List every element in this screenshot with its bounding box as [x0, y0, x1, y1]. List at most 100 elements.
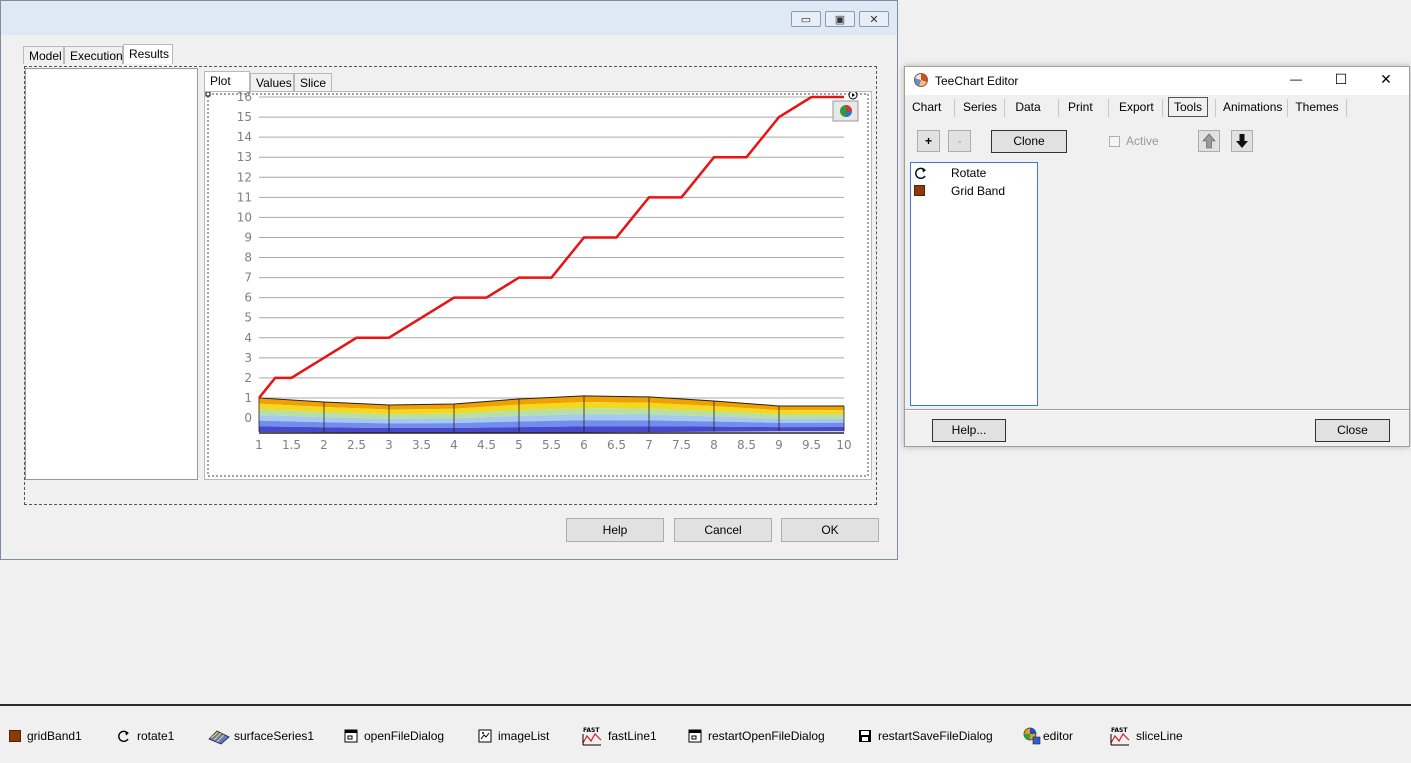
teechart-editor-window: TeeChart Editor — ☐ ✕ Chart Series Data …	[904, 66, 1410, 447]
editor-maximize-icon[interactable]: ☐	[1334, 71, 1348, 87]
editor-minimize-icon[interactable]: —	[1290, 72, 1302, 86]
chart-scroll-arrow[interactable]	[848, 92, 858, 100]
tab-slice[interactable]: Slice	[294, 73, 332, 91]
x-tick-label: 5	[515, 438, 523, 452]
fast-line-icon: FAST	[582, 727, 602, 746]
tab-separator	[1108, 99, 1109, 117]
add-tool-button[interactable]: +	[917, 130, 940, 152]
y-tick-label: 1	[244, 391, 252, 405]
y-tick-label: 12	[237, 170, 252, 184]
tab-separator	[1215, 99, 1216, 117]
y-tick-label: 6	[244, 291, 252, 305]
chart-resize-handle[interactable]	[205, 92, 211, 97]
x-tick-label: 3.5	[412, 438, 431, 452]
image-list-icon	[478, 729, 492, 743]
results-tree-panel[interactable]	[25, 68, 198, 480]
tray-item-rotate1[interactable]: rotate1	[117, 726, 174, 746]
x-tick-label: 10	[836, 438, 851, 452]
tray-item-surfaceseries1[interactable]: surfaceSeries1	[208, 726, 314, 746]
tray-item-restartsavefiledialog[interactable]: restartSaveFileDialog	[858, 726, 993, 746]
tab-results[interactable]: Results	[123, 44, 173, 64]
x-tick-label: 4.5	[477, 438, 496, 452]
surface-band	[259, 395, 844, 411]
tray-item-openfiledialog[interactable]: openFileDialog	[344, 726, 444, 746]
component-tray: gridBand1 rotate1 surfaceSeries1 openFil…	[0, 704, 1411, 763]
surface-band	[259, 420, 844, 429]
red-line-series	[258, 95, 844, 399]
x-tick-label: 3	[385, 438, 393, 452]
cancel-button[interactable]: Cancel	[674, 518, 772, 542]
x-tick-label: 2.5	[347, 438, 366, 452]
editor-tab-chart[interactable]: Chart	[912, 100, 942, 114]
move-up-button[interactable]	[1198, 130, 1220, 152]
editor-tab-print[interactable]: Print	[1068, 100, 1093, 114]
tab-separator	[954, 99, 955, 117]
restore-icon: ▣	[834, 13, 846, 26]
grid-band-icon	[914, 185, 925, 196]
tray-item-editor[interactable]: editor	[1023, 726, 1073, 746]
x-tick-label: 6	[580, 438, 588, 452]
move-down-button[interactable]	[1231, 130, 1253, 152]
y-tick-label: 9	[244, 230, 252, 244]
editor-tab-export[interactable]: Export	[1119, 100, 1154, 114]
tray-item-label: imageList	[498, 729, 550, 743]
surface-series-icon	[208, 730, 230, 745]
tool-label-grid-band: Grid Band	[951, 184, 1006, 198]
editor-tab-series[interactable]: Series	[963, 100, 998, 114]
tab-execution[interactable]: Execution	[64, 46, 123, 64]
editor-tab-data[interactable]: Data	[1015, 100, 1041, 114]
editor-tab-themes[interactable]: Themes	[1295, 100, 1339, 114]
tray-item-label: sliceLine	[1136, 729, 1183, 743]
y-tick-label: 3	[244, 351, 252, 365]
tray-item-gridband1[interactable]: gridBand1	[9, 726, 82, 746]
fast-badge: FAST	[1111, 727, 1128, 734]
ok-button[interactable]: OK	[781, 518, 879, 542]
list-item[interactable]: Rotate	[911, 164, 1037, 182]
active-checkbox[interactable]	[1109, 136, 1120, 147]
main-window: ▭ ▣ ✕ Model Execution Results Plot Value…	[0, 0, 898, 560]
tray-item-imagelist[interactable]: imageList	[478, 726, 549, 746]
y-tick-label: 0	[244, 411, 252, 425]
arrow-down-icon	[1236, 134, 1248, 148]
editor-close-icon[interactable]: ✕	[1380, 71, 1392, 87]
x-axis-labels: 1 1.5 2 2.5 3 3.5 4 4.5 5 5.5 6 6.5 7 7.5 8 8.5 9 9.5 10	[255, 438, 851, 452]
tools-list[interactable]: Rotate Grid Band	[910, 162, 1038, 406]
tool-label-rotate: Rotate	[951, 166, 987, 180]
help-button[interactable]: Help	[566, 518, 664, 542]
list-item[interactable]: Grid Band	[911, 182, 1037, 200]
surface-band	[259, 426, 844, 433]
editor-title: TeeChart Editor	[935, 74, 1019, 88]
tab-model[interactable]: Model	[23, 46, 64, 64]
x-tick-label: 4	[450, 438, 458, 452]
editor-tab-animations[interactable]: Animations	[1223, 100, 1283, 114]
x-tick-label: 7	[645, 438, 653, 452]
chart-toolbar-button[interactable]	[832, 100, 859, 122]
teechart-logo-icon	[914, 73, 928, 87]
y-tick-label: 4	[244, 331, 252, 345]
close-button[interactable]: ✕	[859, 11, 889, 27]
pie-slice-red	[846, 105, 852, 111]
editor-divider-highlight	[905, 410, 1409, 411]
y-tick-label: 7	[244, 271, 252, 285]
tray-item-fastline1[interactable]: FAST fastLine1	[582, 726, 657, 746]
x-tick-label: 7.5	[672, 438, 691, 452]
main-tabstrip: Model Execution Results	[23, 44, 883, 66]
x-tick-label: 8	[710, 438, 718, 452]
surface-band	[259, 402, 844, 415]
tab-plot[interactable]: Plot	[204, 71, 250, 91]
editor-tab-tools[interactable]: Tools	[1168, 97, 1208, 117]
editor-help-button[interactable]: Help...	[932, 419, 1006, 442]
editor-close-button[interactable]: Close	[1315, 419, 1390, 442]
open-file-dialog-icon	[688, 729, 702, 743]
clone-tool-button[interactable]: Clone	[991, 130, 1067, 153]
remove-tool-button[interactable]: -	[948, 130, 971, 152]
minimize-button[interactable]: ▭	[791, 11, 821, 27]
tray-item-label: openFileDialog	[364, 729, 445, 743]
tab-values[interactable]: Values	[250, 73, 294, 91]
x-tick-label: 5.5	[542, 438, 561, 452]
tab-separator	[1287, 99, 1288, 117]
restore-button[interactable]: ▣	[825, 11, 855, 27]
tray-item-restartopenfiledialog[interactable]: restartOpenFileDialog	[688, 726, 825, 746]
tray-item-sliceline[interactable]: FAST sliceLine	[1110, 726, 1183, 746]
